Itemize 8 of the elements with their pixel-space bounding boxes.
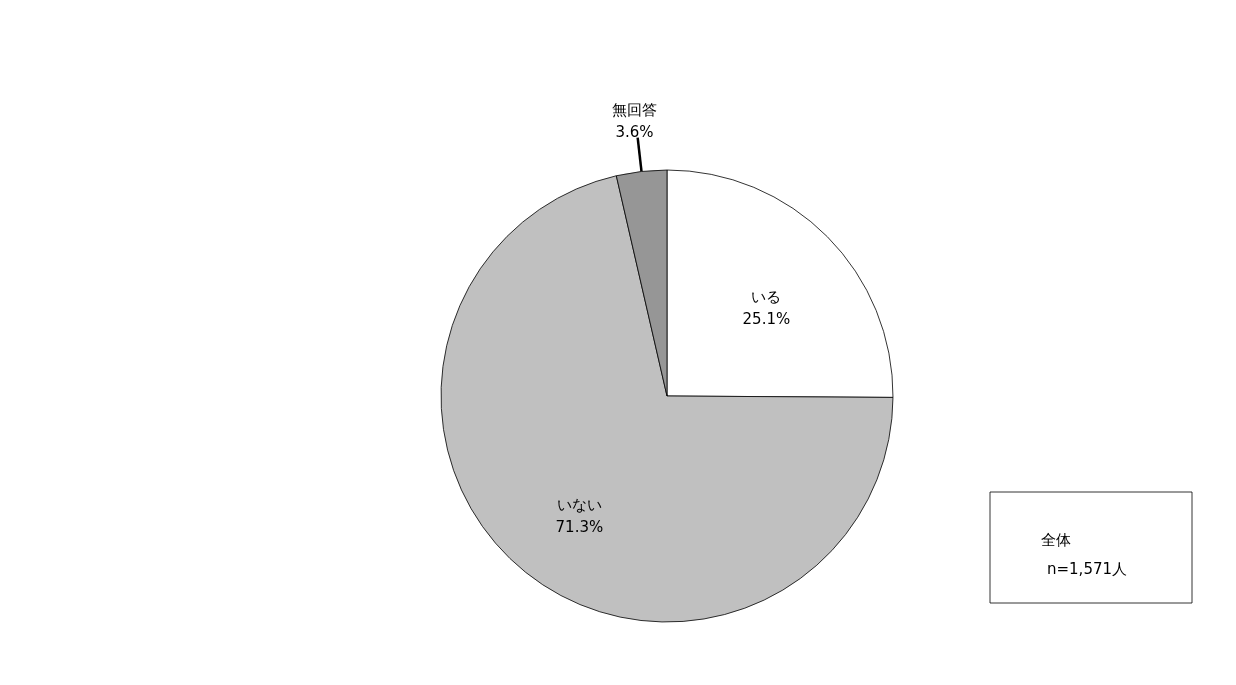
slice-label: いる (751, 288, 782, 307)
data-label: 71.3% (555, 518, 604, 537)
data-label: 25.1% (742, 310, 791, 329)
data-label: 3.6% (615, 122, 654, 141)
slice-label: いない (556, 496, 602, 515)
slice-label: 無回答 (612, 100, 657, 119)
text: n=1,571人 (1047, 560, 1128, 578)
text: 全体 (1041, 531, 1071, 549)
